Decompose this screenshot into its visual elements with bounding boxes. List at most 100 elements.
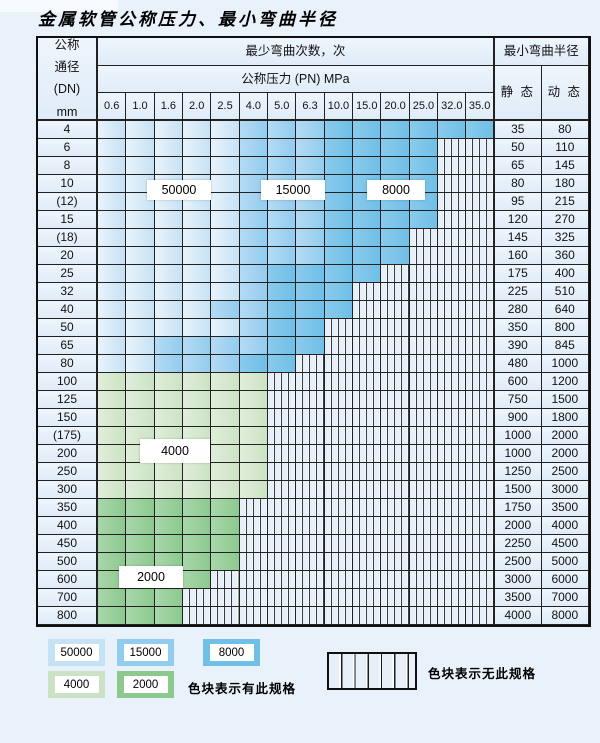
- no-specification-hatched-cell: [466, 192, 495, 211]
- bend-cycles-4000-cell: [239, 480, 269, 499]
- static-radius-cell: 3500: [494, 588, 542, 607]
- no-specification-hatched-cell: [438, 192, 467, 211]
- bend-cycles-50000-cell: [98, 192, 127, 211]
- no-specification-hatched-cell: [438, 336, 467, 355]
- no-specification-hatched-cell: [353, 426, 382, 445]
- bend-cycles-50000-cell: [126, 300, 155, 319]
- dynamic-radius-cell: 400: [541, 264, 589, 283]
- bend-cycles-15000-cell: [183, 336, 212, 355]
- bend-cycles-2000-cell: [211, 516, 240, 535]
- dynamic-radius-cell: 360: [541, 246, 589, 265]
- no-specification-hatched-cell: [353, 606, 382, 625]
- bend-cycles-15000-cell: [239, 282, 269, 301]
- bend-cycles-8000-cell: [324, 300, 354, 319]
- dynamic-radius-cell: 4000: [541, 516, 589, 535]
- bend-cycles-8000-cell: [268, 354, 297, 373]
- dn-cell: 40: [38, 300, 98, 319]
- bend-cycles-50000-cell: [98, 246, 127, 265]
- no-specification-hatched-cell: [268, 570, 297, 589]
- dynamic-radius-cell: 640: [541, 300, 589, 319]
- pressure-col-header: 5.0: [268, 93, 297, 121]
- bend-cycles-4000-cell: [239, 390, 269, 409]
- bend-cycles-4000-cell: [98, 426, 127, 445]
- bend-cycles-8000-cell: [239, 354, 269, 373]
- no-specification-hatched-cell: [381, 516, 410, 535]
- no-specification-hatched-cell: [466, 210, 495, 229]
- dynamic-radius-cell: 215: [541, 192, 589, 211]
- scan-artifact-strip: [0, 0, 118, 12]
- bend-cycles-50000-cell: [126, 282, 155, 301]
- bend-cycles-2000-cell: [98, 498, 127, 517]
- no-specification-hatched-cell: [466, 336, 495, 355]
- no-specification-hatched-cell: [466, 300, 495, 319]
- dn-cell: 250: [38, 462, 98, 481]
- bend-cycles-50000-cell: [154, 156, 184, 175]
- no-specification-hatched-cell: [353, 282, 382, 301]
- bend-cycles-50000-cell: [154, 138, 184, 157]
- no-specification-hatched-cell: [381, 300, 410, 319]
- bend-cycles-8000-cell: [296, 336, 325, 355]
- no-specification-hatched-cell: [324, 498, 354, 517]
- no-specification-hatched-cell: [438, 300, 467, 319]
- no-specification-hatched-cell: [239, 516, 269, 535]
- bend-cycles-50000-cell: [211, 318, 240, 337]
- bend-cycles-15000-cell: [239, 246, 269, 265]
- dynamic-radius-cell: 1800: [541, 408, 589, 427]
- bend-cycles-4000-cell: [154, 372, 184, 391]
- no-specification-hatched-cell: [324, 444, 354, 463]
- no-specification-hatched-cell: [409, 588, 439, 607]
- static-radius-cell: 2500: [494, 552, 542, 571]
- no-specification-hatched-cell: [381, 264, 410, 283]
- bend-cycles-50000-cell: [211, 264, 240, 283]
- static-radius-cell: 2250: [494, 534, 542, 553]
- no-specification-hatched-cell: [296, 480, 325, 499]
- static-radius-cell: 750: [494, 390, 542, 409]
- dn-cell: 20: [38, 246, 98, 265]
- pressure-col-header: 4.0: [239, 93, 269, 121]
- bend-cycles-15000-cell: [268, 156, 297, 175]
- no-specification-hatched-cell: [466, 498, 495, 517]
- no-specification-hatched-cell: [438, 246, 467, 265]
- bend-cycles-8000-cell: [409, 120, 439, 139]
- static-radius-cell: 1500: [494, 480, 542, 499]
- bend-cycles-2000-cell: [183, 552, 212, 571]
- bend-cycles-4000-cell: [211, 408, 240, 427]
- dynamic-radius-cell: 800: [541, 318, 589, 337]
- bend-cycles-50000-cell: [211, 228, 240, 247]
- no-specification-hatched-cell: [268, 498, 297, 517]
- no-specification-hatched-cell: [296, 588, 325, 607]
- dn-cell: 4: [38, 120, 98, 139]
- dynamic-radius-cell: 145: [541, 156, 589, 175]
- static-radius-cell: 35: [494, 120, 542, 139]
- pressure-col-header: 6.3: [296, 93, 325, 121]
- bend-cycles-8000-cell: [268, 264, 297, 283]
- no-specification-hatched-cell: [381, 552, 410, 571]
- bend-cycles-8000-cell: [268, 336, 297, 355]
- no-specification-hatched-cell: [409, 408, 439, 427]
- no-specification-hatched-cell: [268, 606, 297, 625]
- dynamic-radius-cell: 3000: [541, 480, 589, 499]
- bend-cycles-50000-cell: [98, 174, 127, 193]
- pressure-col-header: 25.0: [409, 93, 439, 121]
- bend-cycles-4000-cell: [126, 462, 155, 481]
- dn-cell: 65: [38, 336, 98, 355]
- no-specification-hatched-cell: [409, 444, 439, 463]
- bend-cycles-4000-cell: [239, 462, 269, 481]
- dynamic-radius-cell: 80: [541, 120, 589, 139]
- dn-cell: 600: [38, 570, 98, 589]
- bend-cycles-50000-cell: [211, 282, 240, 301]
- page-title: 金属软管公称压力、最小弯曲半径: [38, 10, 338, 29]
- dynamic-radius-cell: 5000: [541, 552, 589, 571]
- no-specification-hatched-cell: [438, 534, 467, 553]
- bend-cycles-50000-cell: [98, 156, 127, 175]
- bend-cycles-50000-cell: [211, 246, 240, 265]
- no-specification-hatched-cell: [268, 390, 297, 409]
- no-specification-hatched-cell: [409, 570, 439, 589]
- bend-cycles-50000-cell: [183, 300, 212, 319]
- dn-cell: (12): [38, 192, 98, 211]
- no-specification-hatched-cell: [324, 570, 354, 589]
- bend-cycles-50000-cell: [154, 120, 184, 139]
- static-radius-cell: 1750: [494, 498, 542, 517]
- bend-cycles-50000-cell: [211, 138, 240, 157]
- no-specification-hatched-cell: [268, 408, 297, 427]
